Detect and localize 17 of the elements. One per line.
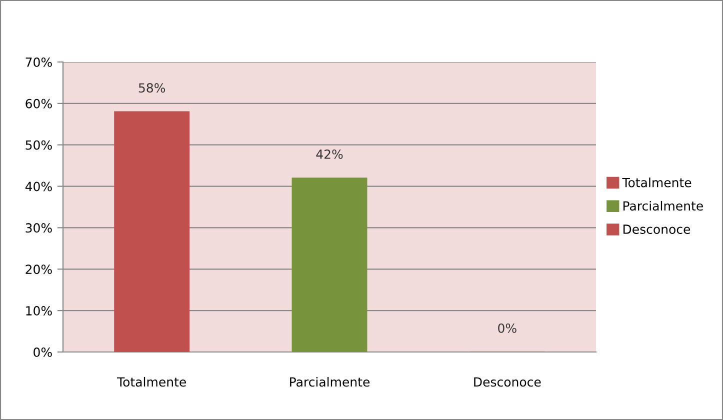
x-tick-label: Desconoce xyxy=(474,377,541,387)
y-tick-label: 0% xyxy=(34,347,52,357)
data-label: 0% xyxy=(498,323,516,333)
x-tick-label: Parcialmente xyxy=(290,377,370,387)
legend-label: Desconoce xyxy=(623,224,690,234)
legend-label: Parcialmente xyxy=(623,200,703,211)
data-label: 42% xyxy=(316,149,343,159)
y-tick-label: 40% xyxy=(25,182,52,192)
y-tick-label: 70% xyxy=(26,57,52,67)
data-label: 58% xyxy=(138,83,166,93)
y-tick-label: 10% xyxy=(26,306,52,316)
y-tick-label: 60% xyxy=(26,98,52,108)
legend-label: Totalmente xyxy=(622,178,692,188)
x-tick-label: Totalmente xyxy=(117,377,186,387)
y-tick-label: 50% xyxy=(26,140,52,150)
y-tick-label: 30% xyxy=(26,223,52,233)
y-tick-label: 20% xyxy=(26,264,52,274)
